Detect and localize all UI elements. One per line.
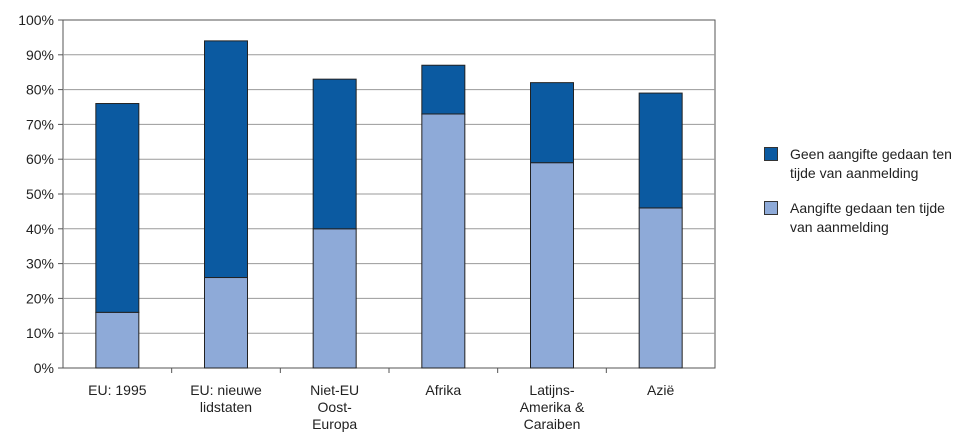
y-tick-label: 50% [26, 186, 54, 202]
legend-item-aangifte: Aangifte gedaan ten tijde van aanmelding [764, 199, 969, 237]
legend-label-line: Aangifte gedaan ten tijde [790, 200, 945, 216]
bar-segment-aangifte [204, 277, 248, 369]
x-category-label: Niet-EU [310, 382, 359, 398]
y-tick-label: 60% [26, 151, 54, 167]
bar-segment-geen-aangifte [421, 64, 466, 115]
y-tick-label: 10% [26, 325, 54, 341]
y-tick-label: 70% [26, 116, 54, 132]
bar-segment-aangifte [312, 228, 357, 369]
legend-item-geen-aangifte: Geen aangifte gedaan ten tijde van aanme… [764, 145, 969, 183]
bar-segment-aangifte [638, 207, 683, 369]
x-category-label: EU: 1995 [88, 382, 147, 398]
x-category-label: EU: nieuwe [190, 382, 262, 398]
legend-label-line: van aanmelding [790, 219, 889, 235]
y-tick-label: 40% [26, 221, 54, 237]
x-category-label: Amerika & [520, 399, 585, 415]
x-category-label: lidstaten [200, 399, 252, 415]
legend-swatch-aangifte [764, 201, 778, 215]
x-category-label: Afrika [425, 382, 461, 398]
legend-label-line: Geen aangifte gedaan ten [790, 146, 952, 162]
y-tick-label: 0% [34, 360, 54, 376]
legend-swatch-geen-aangifte [764, 147, 778, 161]
x-category-label: Latijns- [529, 382, 574, 398]
legend: Geen aangifte gedaan ten tijde van aanme… [764, 145, 969, 253]
legend-label-line: tijde van aanmelding [790, 165, 919, 181]
bar-segment-aangifte [530, 162, 574, 369]
y-tick-label: 100% [18, 12, 54, 28]
bar-segment-geen-aangifte [204, 40, 248, 279]
y-tick-label: 30% [26, 256, 54, 272]
bar-segment-geen-aangifte [312, 78, 357, 230]
x-category-label: Europa [312, 416, 357, 432]
y-tick-label: 90% [26, 47, 54, 63]
bar-segment-aangifte [421, 113, 466, 369]
bar-segment-geen-aangifte [638, 92, 683, 209]
bar-segment-geen-aangifte [95, 103, 140, 313]
y-tick-label: 20% [26, 290, 54, 306]
y-tick-label: 80% [26, 82, 54, 98]
stacked-bar-chart: 0% 10% 20% 30% 40% 50% 60% 70% 80% 90% 100% EU: 199… [18, 12, 716, 432]
bar-segment-geen-aangifte [530, 82, 574, 164]
x-category-label: Oost- [318, 399, 353, 415]
x-category-label: Caraiben [524, 416, 581, 432]
bar-segment-aangifte [95, 311, 140, 369]
x-category-label: Azië [647, 382, 674, 398]
